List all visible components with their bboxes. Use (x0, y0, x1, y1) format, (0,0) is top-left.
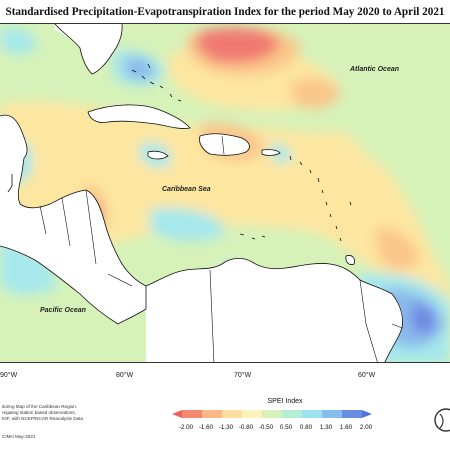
legend-label: -1.30 (218, 424, 234, 431)
land-cuba (88, 104, 190, 129)
wet-area-gulf (0, 27, 36, 55)
land-puerto-rico (262, 149, 280, 156)
logo-ring (434, 408, 450, 432)
legend-label: -0.80 (238, 424, 254, 431)
notes-line-3: IOF, with NCEP/NCAR Reanalysis Data (2, 416, 83, 421)
dry-core-bahamas (196, 27, 280, 64)
border-ca-2 (61, 197, 71, 247)
hispaniola-coastline (199, 133, 250, 156)
bahamas-islands (131, 63, 182, 102)
map-notes: itoring Map of the Caribbean Region. reg… (2, 404, 122, 422)
lesser-antilles-islands (289, 155, 352, 242)
legend-swatch (222, 410, 243, 418)
legend-swatch (182, 410, 203, 418)
pacific-ocean-label: Pacific Ocean (40, 307, 86, 314)
coastline-layer (0, 24, 403, 362)
legend-swatch (202, 410, 223, 418)
border-ca-1 (39, 205, 47, 235)
map-title: Standardised Precipitation-Evapotranspir… (5, 6, 445, 18)
border-venezuela-guyana (359, 279, 378, 362)
jamaica-coastline (147, 150, 169, 160)
legend-swatch (302, 410, 323, 418)
pacific-coastline (0, 245, 147, 325)
wet-area-pacific (0, 239, 56, 295)
belize-coast (7, 174, 13, 193)
land-florida (55, 24, 123, 74)
land-trinidad (345, 255, 355, 265)
legend-swatch (242, 410, 263, 418)
wet-area-puerto-rico (270, 143, 292, 164)
legend-swatch (262, 410, 283, 418)
legend-labels: -2.00 -1.60 -1.30 -0.80 -0.50 0.50 0.80 1.30 1.6… (176, 424, 376, 434)
legend-swatch (322, 410, 343, 418)
border-colombia-venezuela (209, 269, 215, 362)
land-layer (0, 24, 403, 362)
puerto-rico-coastline (261, 149, 281, 156)
legend-label: 0.80 (299, 424, 313, 431)
dry-area-atlantic-south (375, 228, 420, 270)
cimh-logo (434, 408, 450, 432)
legend-label: -1.60 (198, 424, 214, 431)
land-hispaniola (199, 133, 250, 156)
legend-label: 2.00 (359, 424, 373, 431)
haiti-dr-border (221, 135, 225, 155)
map-canvas (0, 24, 450, 362)
florida-coastline (54, 24, 123, 75)
legend-swatch (172, 410, 182, 418)
legend-title: SPEI Index (267, 398, 303, 405)
dry-area-east-caribbean (318, 131, 366, 181)
credit-text: CIMH May-2021 (2, 434, 36, 439)
legend-label: -2.00 (178, 424, 194, 431)
abc-islands (239, 233, 266, 240)
longitude-tick-60w: 60°W (358, 372, 376, 379)
longitude-tick-80w: 80°W (116, 372, 134, 379)
logo-mark (439, 413, 444, 429)
border-ca-4 (107, 273, 133, 287)
border-guyana-suriname (391, 323, 403, 329)
wet-core-bahamas (125, 57, 155, 80)
caribbean-sea-label: Caribbean Sea (162, 186, 211, 193)
trinidad-coastline (345, 255, 355, 265)
longitude-tick-90w: 90°W (0, 372, 18, 379)
wet-core-guyana (411, 303, 435, 333)
legend-swatch (282, 410, 303, 418)
dry-area-atlantic (290, 78, 340, 109)
cuba-coastline (87, 104, 191, 129)
legend-label: 1.30 (319, 424, 333, 431)
notes-line-2: regating station based observations, (2, 410, 76, 415)
wet-area-south-caribbean (150, 207, 225, 242)
land-central-america (0, 115, 146, 324)
atlantic-ocean-label: Atlantic Ocean (350, 66, 400, 73)
legend-color-bar (172, 410, 372, 418)
border-ca-3 (85, 189, 97, 265)
notes-line-1: itoring Map of the Caribbean Region. (2, 404, 78, 409)
legend-label: 1.60 (339, 424, 353, 431)
legend-swatch (342, 410, 363, 418)
spei-map: Atlantic Ocean Caribbean Sea Pacific Oce… (0, 23, 450, 363)
legend-label: -0.50 (258, 424, 274, 431)
land-south-america (146, 258, 403, 362)
legend-swatch (362, 410, 372, 418)
longitude-tick-70w: 70°W (234, 372, 252, 379)
legend-label: 0.50 (279, 424, 293, 431)
mainland-coastline (0, 114, 403, 362)
dry-area-yucatan (35, 119, 102, 164)
